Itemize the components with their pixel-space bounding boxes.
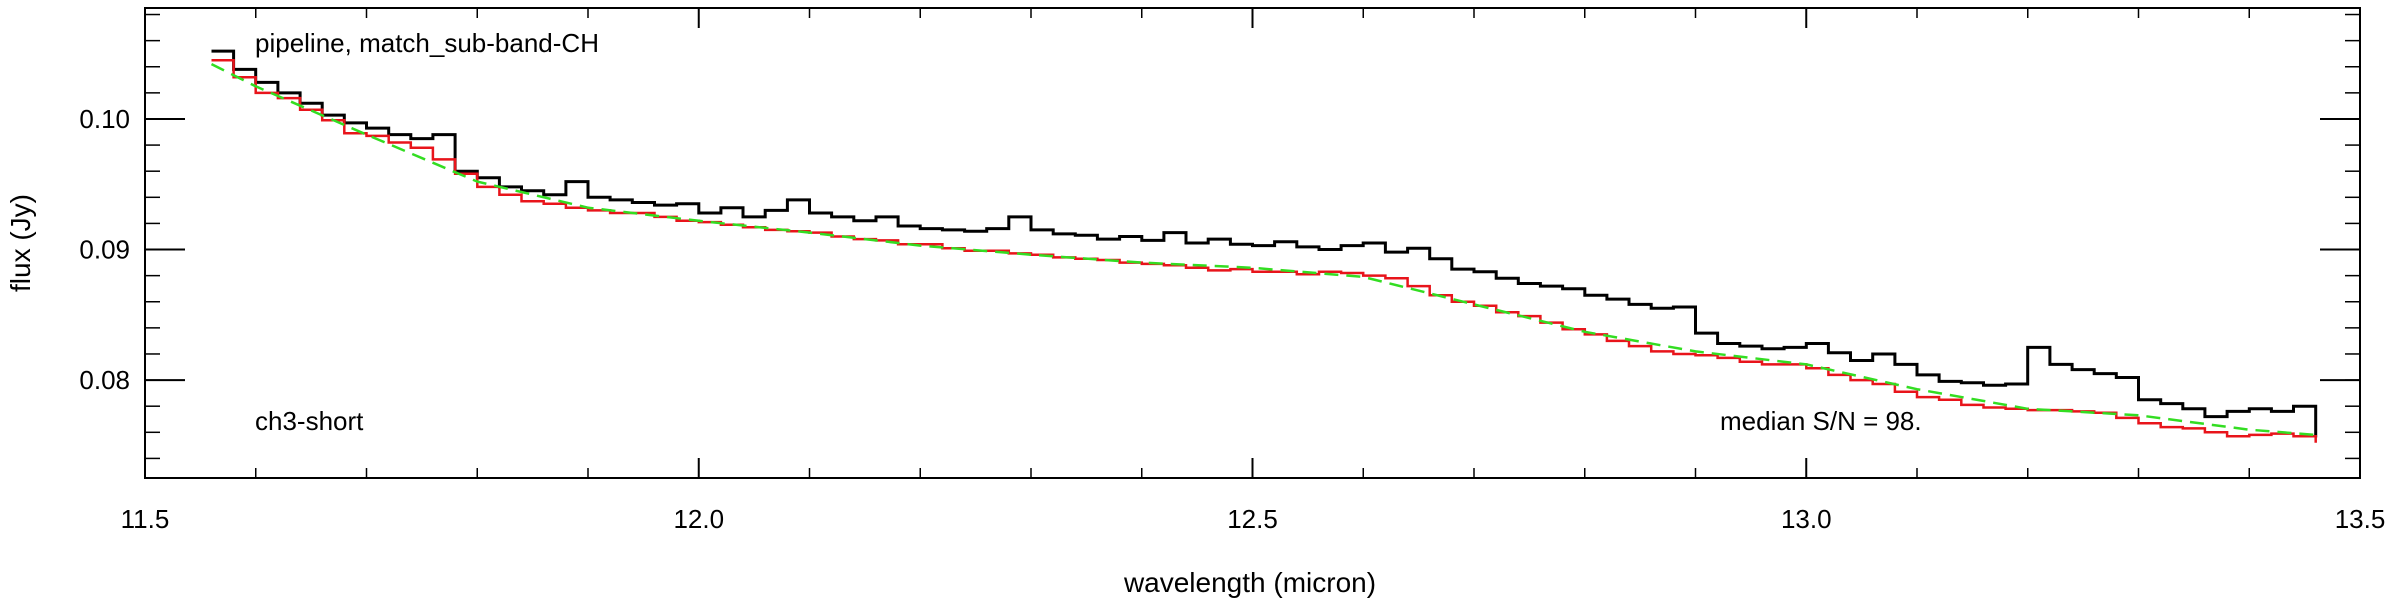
x-tick-label: 13.5	[2335, 504, 2386, 534]
annotation-bottom-left: ch3-short	[255, 406, 364, 436]
series-continuum-red	[211, 58, 2317, 443]
y-tick-label: 0.09	[79, 235, 130, 265]
x-tick-label: 13.0	[1781, 504, 1832, 534]
x-tick-label: 12.5	[1227, 504, 1278, 534]
x-axis-title: wavelength (micron)	[1123, 567, 1376, 598]
series-fit-green	[210, 62, 2316, 437]
y-tick-label: 0.08	[79, 365, 130, 395]
x-tick-label: 11.5	[121, 504, 170, 534]
y-minor-ticks	[145, 13, 2360, 460]
x-tick-label: 12.0	[673, 504, 724, 534]
annotation-top-left: pipeline, match_sub-band-CH	[255, 28, 599, 58]
y-axis-ticks: 0.08 0.09 0.10	[79, 104, 2360, 395]
series-observed-flux	[211, 49, 2318, 438]
annotation-bottom-right: median S/N = 98.	[1720, 406, 1922, 436]
y-axis-title: flux (Jy)	[5, 194, 36, 292]
y-tick-label: 0.10	[79, 104, 130, 134]
x-axis-ticks: 11.5 12.0 12.5 13.0 13.5	[121, 8, 2386, 534]
series-layer	[210, 49, 2318, 443]
